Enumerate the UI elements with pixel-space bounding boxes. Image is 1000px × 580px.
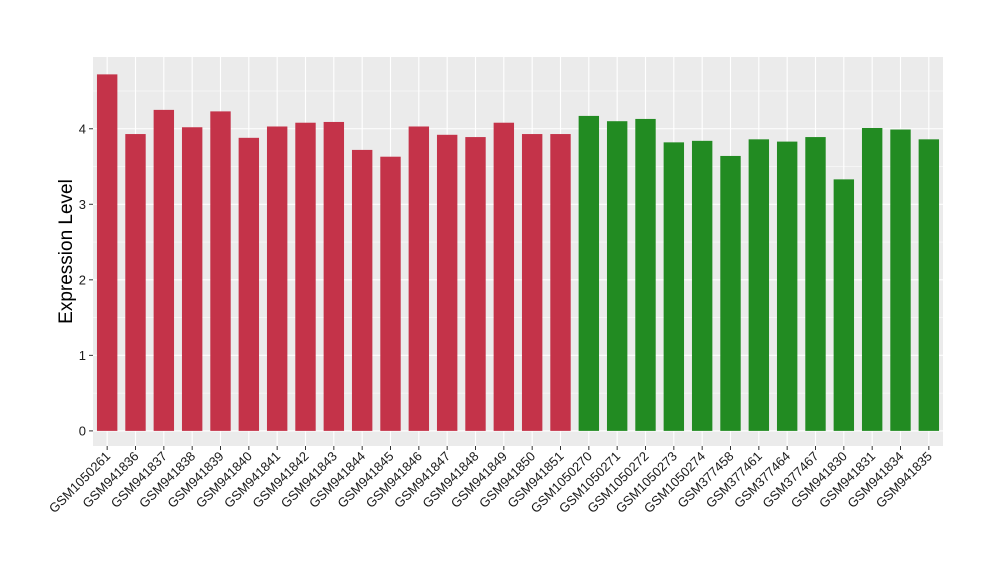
y-tick-label: 2 <box>79 272 86 287</box>
bar <box>663 142 685 431</box>
bar <box>606 121 628 431</box>
bar <box>153 109 175 431</box>
bar <box>578 115 600 431</box>
bar <box>635 118 656 431</box>
bar <box>805 137 826 431</box>
bar <box>748 139 770 431</box>
bar <box>465 137 486 431</box>
bar <box>295 122 316 431</box>
bar <box>380 156 401 431</box>
y-tick-label: 1 <box>79 348 86 363</box>
bar <box>521 134 543 431</box>
y-tick-label: 0 <box>79 423 86 438</box>
y-tick-label: 4 <box>79 121 86 136</box>
bars <box>96 74 940 431</box>
bar <box>238 137 260 431</box>
y-axis: 0 1 2 3 4 <box>79 121 93 438</box>
bar <box>833 179 855 431</box>
y-tick-label: 3 <box>79 197 86 212</box>
bar <box>351 149 373 431</box>
y-axis-title: Expression Level <box>56 179 77 324</box>
bar <box>323 121 345 431</box>
bar <box>776 141 798 431</box>
bar <box>266 126 288 431</box>
bar <box>861 128 883 431</box>
bar <box>125 134 146 431</box>
bar <box>890 129 911 431</box>
bar <box>181 127 203 431</box>
bar <box>918 139 940 431</box>
bar <box>493 122 515 431</box>
x-axis: GSM1050261GSM941836GSM941837GSM941838GSM… <box>46 446 935 516</box>
bar <box>691 140 713 431</box>
bar <box>436 134 458 431</box>
bar <box>210 111 231 431</box>
bar <box>550 134 571 431</box>
bar <box>720 155 741 431</box>
plot-panel <box>93 57 943 446</box>
bar <box>408 126 430 431</box>
bar <box>96 74 118 431</box>
